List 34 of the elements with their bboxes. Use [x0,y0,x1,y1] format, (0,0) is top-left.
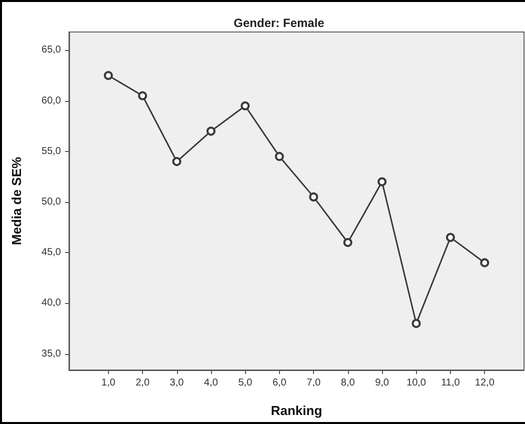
y-tick-label: 55,0 [42,146,62,157]
x-tick-label: 9,0 [375,378,390,388]
chart-title: Gender: Female [234,16,325,30]
point [104,71,113,80]
x-axis-title: Ranking [270,403,322,418]
point [480,258,490,268]
y-tick-label: 40,0 [42,298,62,309]
x-tick-label: 5,0 [238,378,253,388]
y-tick-label: 50,0 [42,196,62,208]
point [309,192,318,202]
x-tick-label: 8,0 [340,378,356,388]
point [240,101,250,110]
x-tick-label: 10,0 [406,378,426,388]
point [446,232,455,242]
point [378,177,387,186]
y-axis-title: Media de SE% [9,156,24,246]
x-tick-label: 11,0 [441,378,460,388]
x-tick-label: 2,0 [136,378,150,388]
x-tick-label: 4,0 [204,378,218,388]
point [138,91,148,100]
y-tick-label: 60,0 [42,95,62,106]
point [172,157,182,166]
point [206,126,216,136]
x-tick-label: 6,0 [272,378,287,388]
point [343,238,352,247]
x-tick-label: 1,0 [101,378,116,388]
y-tick-label: 45,0 [42,247,62,258]
x-tick-label: 7,0 [306,378,321,388]
point [412,318,421,328]
x-tick-label: 12,0 [474,378,495,388]
x-tick-label: 3,0 [170,378,184,388]
y-tick-label: 65,0 [42,44,62,56]
point [274,152,284,161]
y-tick-label: 35,0 [42,348,62,360]
